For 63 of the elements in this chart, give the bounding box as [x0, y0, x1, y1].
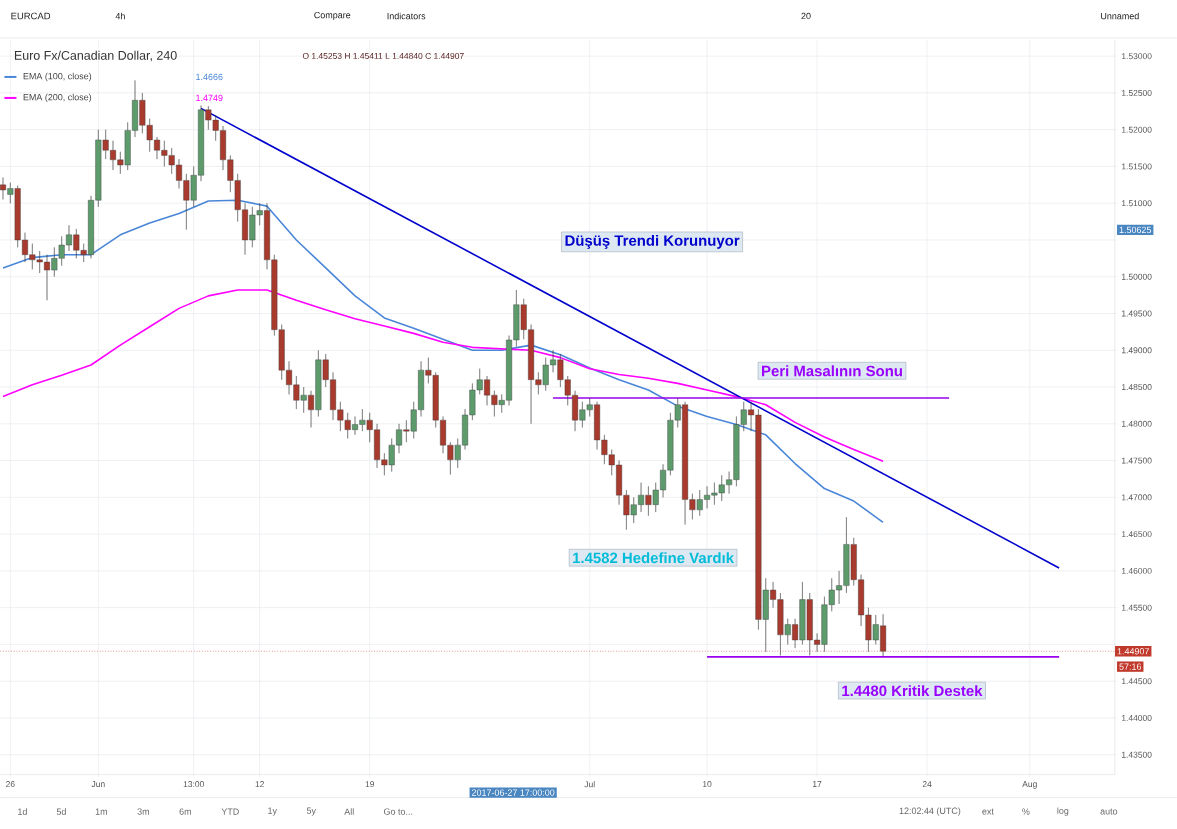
text: 1y	[268, 807, 277, 816]
annotation: 1.4480 Kritik Destek	[842, 685, 983, 697]
y-tick-label: 1.45500	[1122, 604, 1152, 611]
legend-label: EMA (200, close)	[23, 93, 92, 103]
text: 1d	[18, 808, 27, 816]
text: log	[1057, 807, 1069, 816]
annotation: 1.4749	[196, 94, 223, 102]
y-tick-label: 1.51000	[1122, 200, 1152, 207]
annotation: Düşüş Trendi Korunuyor	[565, 235, 740, 250]
text: 1.50625	[1119, 226, 1152, 234]
text: EURCAD	[11, 12, 51, 20]
text: 5d	[56, 808, 66, 816]
y-tick-label: 1.46500	[1122, 531, 1152, 538]
y-tick-label: 1.52500	[1122, 90, 1152, 97]
text: 4h	[115, 12, 125, 20]
y-tick-label: 1.52000	[1122, 126, 1152, 133]
annotation: 1.4666	[196, 73, 223, 81]
y-tick-label: 1.49500	[1122, 310, 1152, 317]
text: 2017-06-27 17:00:00	[472, 789, 555, 796]
text: Go to...	[383, 808, 413, 815]
y-tick-label: 1.50000	[1122, 273, 1152, 280]
y-tick-label: 1.46000	[1122, 568, 1152, 575]
annotation: 1.4582 Hedefine Vardık	[573, 552, 735, 564]
text: %	[1022, 808, 1030, 815]
x-tick-label: Jul	[584, 781, 595, 788]
x-tick-label: Aug	[1022, 781, 1037, 789]
annotation: O 1.45253 H 1.45411 L 1.44840 C 1.44907	[302, 53, 464, 60]
y-tick-label: 1.47000	[1122, 494, 1152, 501]
text: 12:02:44 (UTC)	[899, 807, 961, 816]
text: YTD	[221, 808, 239, 815]
x-tick-label: 17	[813, 781, 822, 788]
x-tick-label: 24	[922, 781, 932, 788]
x-tick-label: 19	[365, 781, 375, 788]
legend-label: EMA (100, close)	[23, 72, 92, 82]
x-tick-label: 10	[703, 781, 712, 788]
text: Compare	[314, 12, 351, 21]
text: 6m	[179, 808, 191, 815]
y-tick-label: 1.53000	[1122, 53, 1152, 60]
text: Indicators	[387, 12, 426, 20]
text: All	[344, 808, 354, 816]
y-tick-label: 1.44000	[1122, 715, 1152, 722]
y-tick-label: 1.48000	[1122, 421, 1152, 428]
y-tick-label: 1.47500	[1122, 457, 1152, 464]
y-tick-label: 1.49000	[1122, 347, 1152, 354]
text: auto	[1100, 808, 1118, 815]
y-tick-label: 1.44500	[1122, 678, 1152, 685]
text: 5y	[306, 807, 316, 816]
text: Euro Fx/Canadian Dollar, 240	[14, 50, 177, 62]
ref-line-label: 1.44907	[1117, 648, 1149, 655]
x-tick-label: 26	[6, 781, 15, 788]
text: Unnamed	[1101, 12, 1139, 20]
x-tick-label: 13:00	[183, 781, 204, 788]
y-tick-label: 1.43500	[1122, 751, 1152, 758]
annotation: Peri Masalının Sonu	[762, 365, 902, 377]
x-tick-label: Jun	[91, 781, 105, 788]
text: 1m	[95, 808, 107, 815]
y-tick-label: 1.48500	[1122, 384, 1152, 391]
text: 3m	[137, 808, 149, 815]
text: ext	[982, 808, 994, 815]
text: 20	[801, 13, 811, 20]
y-tick-label: 1.51500	[1122, 163, 1152, 170]
x-tick-label: 12	[255, 781, 264, 788]
text: 57:16	[1119, 663, 1142, 671]
